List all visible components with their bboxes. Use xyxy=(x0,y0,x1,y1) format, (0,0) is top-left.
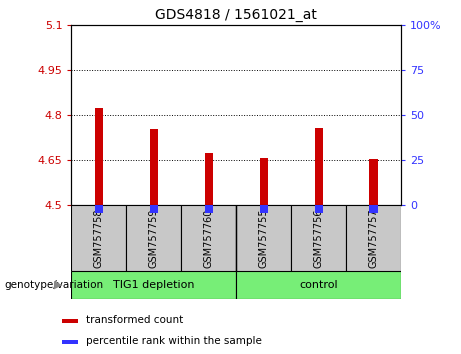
Bar xyxy=(95,108,103,205)
Bar xyxy=(95,205,103,213)
Bar xyxy=(126,205,181,271)
Text: GSM757760: GSM757760 xyxy=(204,209,214,268)
Text: GSM757755: GSM757755 xyxy=(259,208,269,268)
Bar xyxy=(205,205,213,213)
Text: GSM757757: GSM757757 xyxy=(369,208,378,268)
Text: percentile rank within the sample: percentile rank within the sample xyxy=(86,336,261,346)
Title: GDS4818 / 1561021_at: GDS4818 / 1561021_at xyxy=(155,8,317,22)
Bar xyxy=(369,205,378,213)
Text: GSM757758: GSM757758 xyxy=(94,208,104,268)
Text: GSM757756: GSM757756 xyxy=(313,208,324,268)
Bar xyxy=(369,159,378,205)
Bar xyxy=(314,128,323,205)
Bar xyxy=(71,205,126,271)
Bar xyxy=(346,205,401,271)
Text: ▶: ▶ xyxy=(54,280,62,290)
Bar xyxy=(260,158,268,205)
Bar xyxy=(150,205,158,213)
Bar xyxy=(62,319,78,323)
Bar xyxy=(236,205,291,271)
Bar xyxy=(236,271,401,299)
Text: genotype/variation: genotype/variation xyxy=(5,280,104,290)
Bar xyxy=(260,205,268,213)
Bar xyxy=(205,153,213,205)
Bar xyxy=(71,271,236,299)
Bar xyxy=(291,205,346,271)
Bar xyxy=(150,129,158,205)
Text: transformed count: transformed count xyxy=(86,315,183,325)
Text: control: control xyxy=(299,280,338,290)
Text: TIG1 depletion: TIG1 depletion xyxy=(113,280,195,290)
Bar xyxy=(314,205,323,213)
Bar xyxy=(62,340,78,344)
Text: GSM757759: GSM757759 xyxy=(149,208,159,268)
Bar xyxy=(181,205,236,271)
